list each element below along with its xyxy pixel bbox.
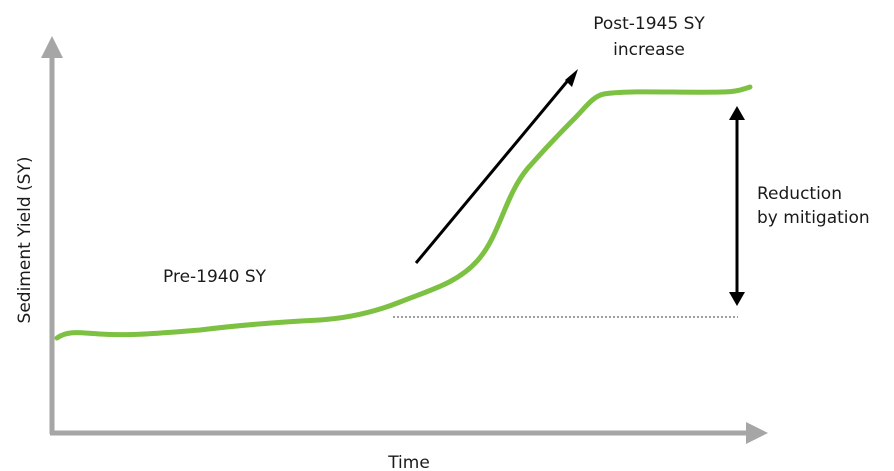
post-1945-label-line2: increase xyxy=(613,40,685,60)
increase-arrow xyxy=(414,77,572,264)
y-axis xyxy=(41,36,63,434)
y-axis-arrowhead xyxy=(41,36,63,58)
reduction-arrowhead-bottom xyxy=(729,292,745,306)
x-axis-arrowhead xyxy=(746,422,768,444)
post-1945-label-line1: Post-1945 SY xyxy=(593,14,705,34)
y-axis-label: Sediment Yield (SY) xyxy=(15,157,35,324)
reduction-label-line1: Reduction xyxy=(757,184,842,204)
pre-1940-label: Pre-1940 SY xyxy=(163,267,267,287)
increase-arrowhead xyxy=(565,69,578,87)
x-axis-label: Time xyxy=(387,453,430,471)
x-axis xyxy=(50,422,768,444)
reduction-arrowhead-top xyxy=(729,106,745,120)
reduction-label-line2: by mitigation xyxy=(757,208,870,228)
sediment-yield-curve xyxy=(54,84,753,341)
